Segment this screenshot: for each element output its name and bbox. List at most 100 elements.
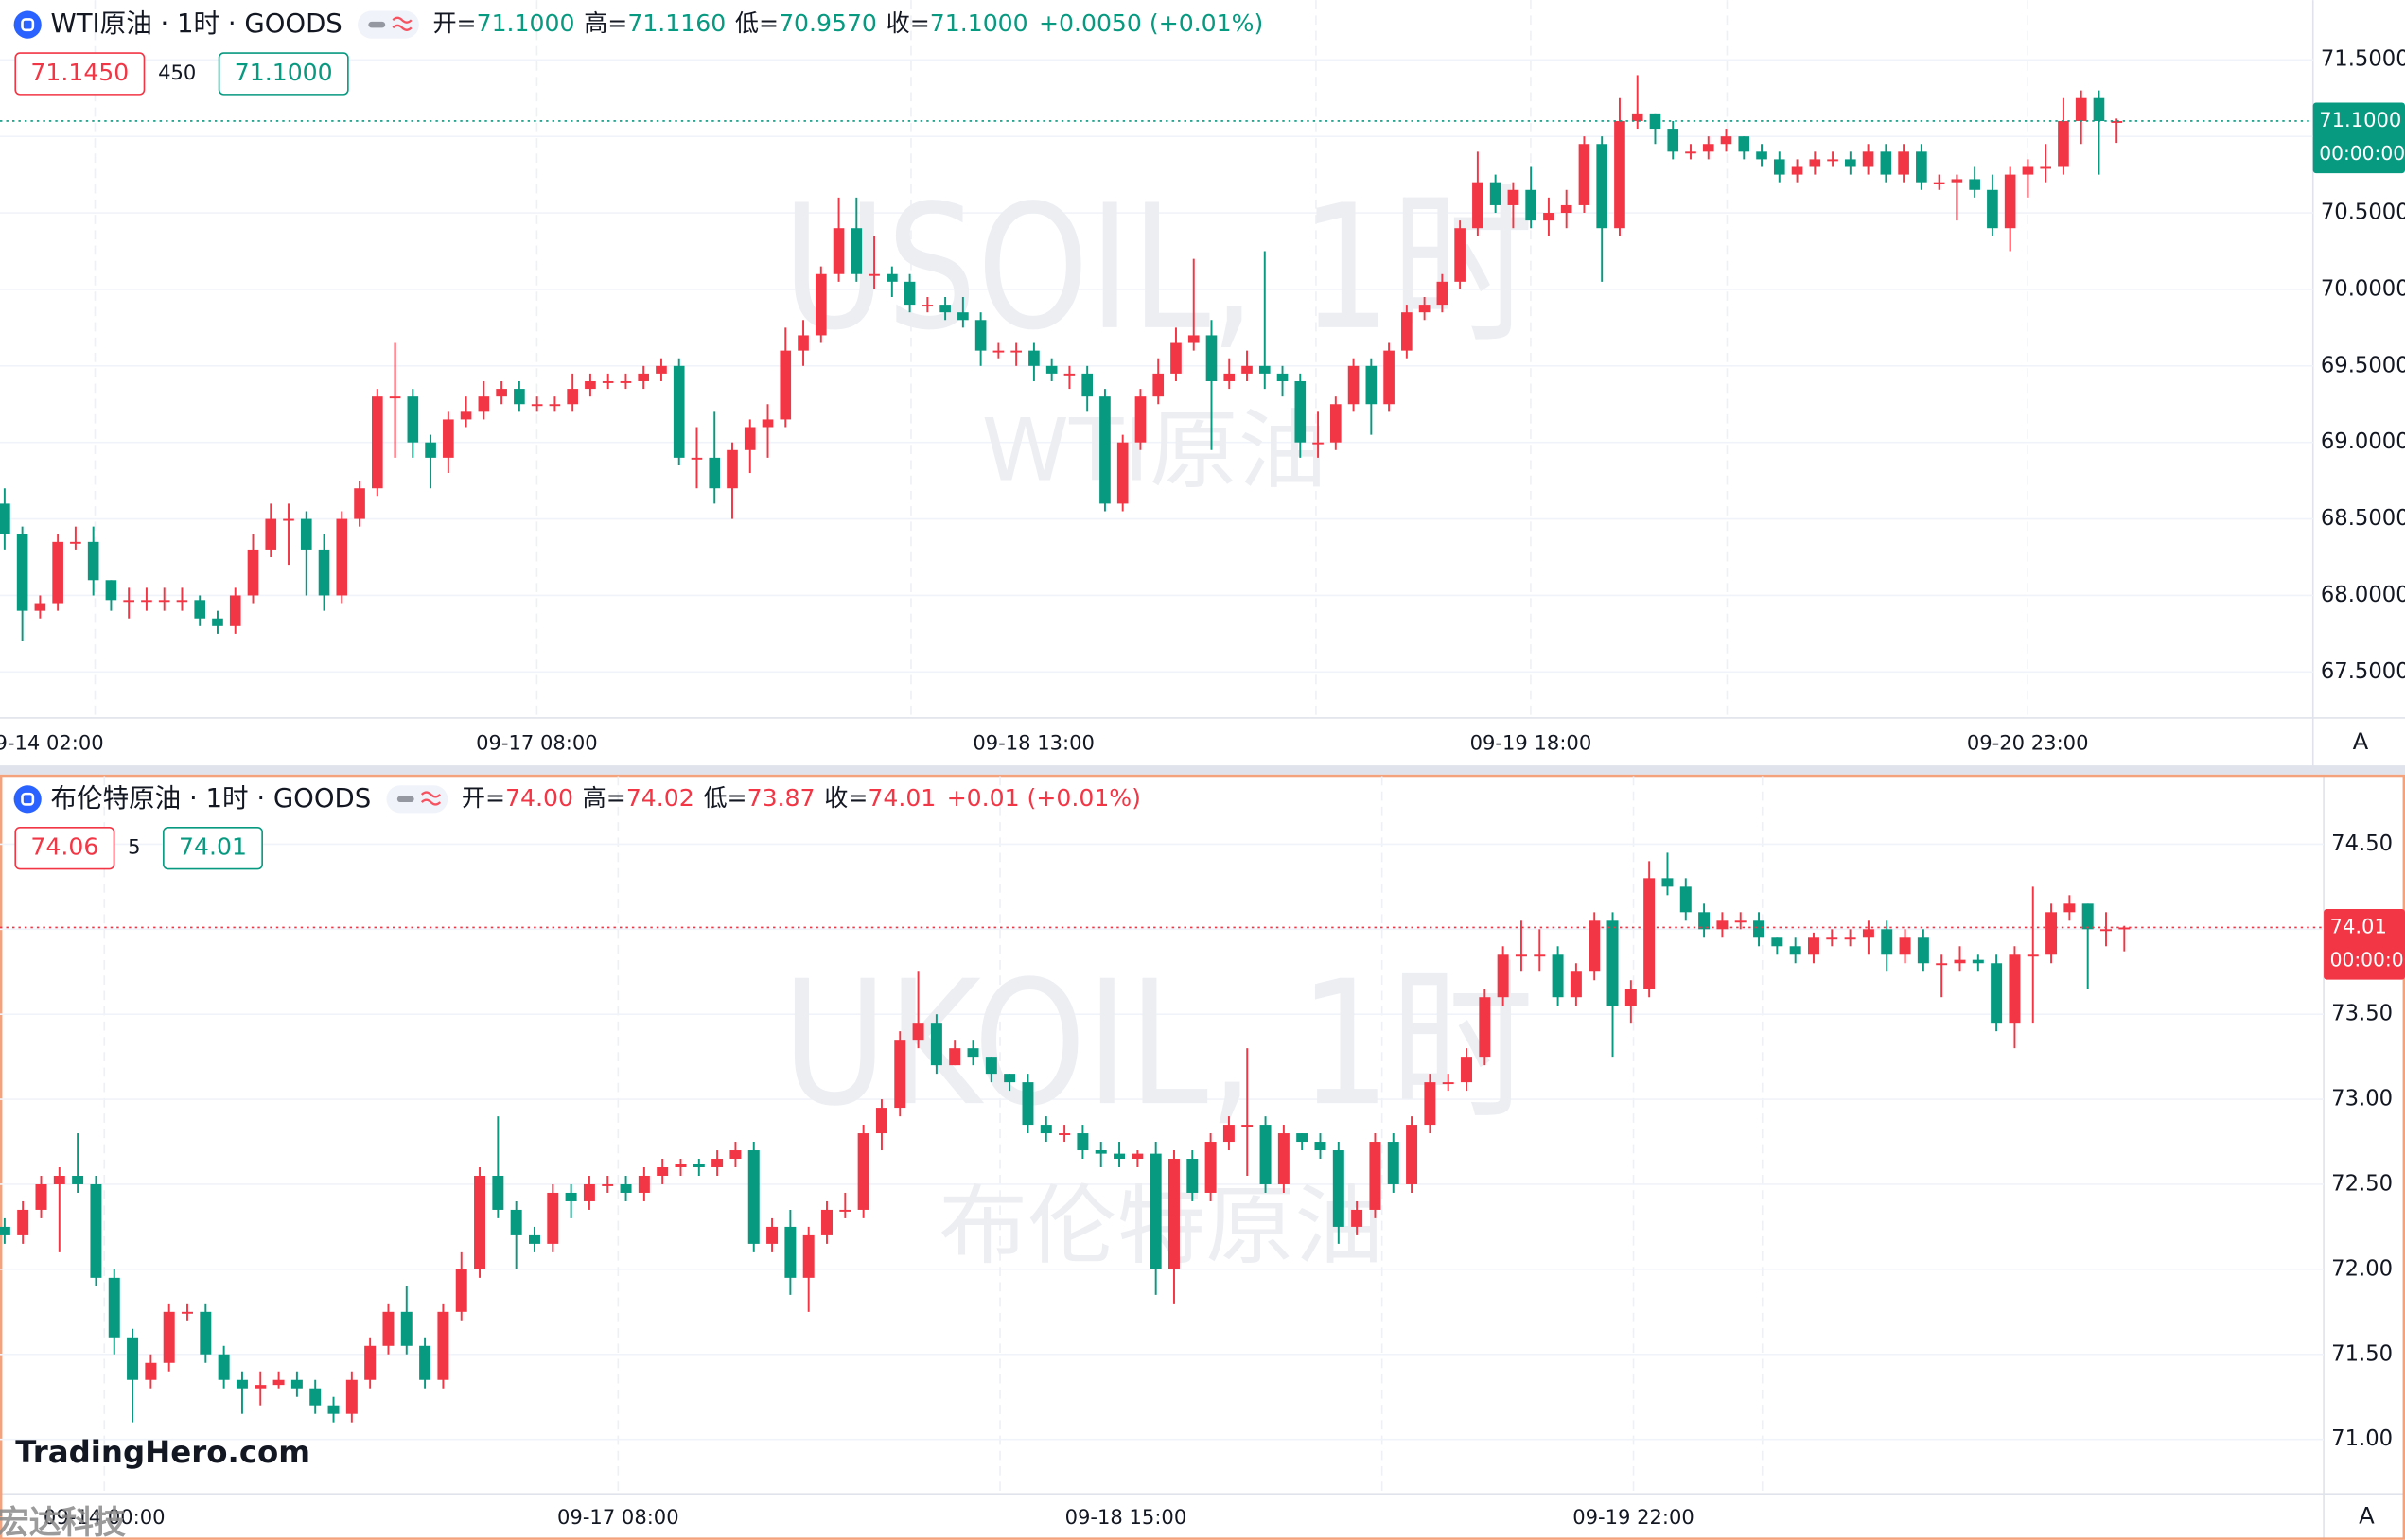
candle-body (957, 312, 969, 321)
candle-body (1312, 442, 1324, 445)
candle-body (300, 518, 312, 550)
candle-body (693, 1164, 705, 1167)
candle-body (1454, 228, 1466, 282)
candle-body (2045, 912, 2058, 955)
candle-body (1461, 1057, 1472, 1083)
candle-body (1095, 1150, 1107, 1154)
candle-body (1258, 365, 1271, 374)
bid-price: 74.06 (30, 833, 98, 861)
status-pill[interactable] (358, 10, 419, 39)
candle-body (382, 1311, 395, 1346)
candle-body (528, 1234, 540, 1244)
auto-scale-button[interactable]: A (2359, 1502, 2375, 1530)
candle-body (709, 457, 721, 489)
ohlc-value: 74.02 (626, 784, 694, 812)
candle-body (1560, 204, 1572, 214)
candle-body (2063, 903, 2076, 913)
ohlc-label: 开= (462, 784, 505, 812)
y-tick-label: 71.50 (2331, 1341, 2393, 1366)
candle-body (389, 396, 401, 399)
change-value: +0.01 (+0.01%) (947, 784, 1141, 812)
candle-body (2100, 929, 2112, 932)
y-tick-label: 70.0000 (2321, 276, 2405, 301)
candle-body (2075, 97, 2087, 121)
candle-body (691, 457, 703, 460)
ohlc-value: 71.1000 (930, 9, 1028, 37)
candle-body (1807, 937, 1819, 955)
watermark: UKOIL, 1时 (782, 943, 1534, 1144)
candle-body (1170, 342, 1182, 374)
active-pane-border (0, 774, 2405, 1540)
ohlc-label: 低= (703, 784, 746, 812)
y-tick-label: 73.50 (2331, 1002, 2393, 1026)
candle-body (1614, 120, 1625, 229)
candle-body (1489, 182, 1501, 205)
ohlc-label: 收= (824, 784, 868, 812)
candle-body (1223, 373, 1236, 381)
candle-body (437, 1311, 449, 1380)
candle-body (336, 518, 348, 596)
x-tick-label: 09-19 22:00 (1572, 1505, 1694, 1529)
candle-body (1844, 937, 1856, 940)
candle-body (182, 1311, 193, 1314)
candle-body (1789, 946, 1801, 955)
candle-body (364, 1345, 377, 1380)
y-tick-label: 69.0000 (2321, 429, 2405, 454)
candle-body (1436, 281, 1448, 306)
candle-body (565, 1192, 577, 1201)
candle-body (2118, 927, 2131, 930)
candle-body (1525, 189, 1536, 221)
candle-body (1259, 1125, 1272, 1184)
candle-body (1898, 151, 1909, 175)
candle-body (583, 1183, 595, 1201)
candle-body (1589, 920, 1601, 972)
y-tick-label: 69.5000 (2321, 353, 2405, 377)
candle-body (1899, 937, 1911, 955)
candle-body (158, 600, 170, 603)
candle-body (443, 419, 454, 458)
candle-body (1296, 1133, 1308, 1143)
candle-body (2009, 954, 2021, 1024)
candle-body (620, 1183, 632, 1193)
candle-body (1570, 971, 1582, 998)
candle-body (1862, 151, 1874, 167)
y-tick-label: 71.00 (2331, 1426, 2393, 1451)
candle-body (839, 1209, 851, 1212)
y-tick-label: 72.50 (2331, 1171, 2393, 1196)
ohlc-value: 71.1000 (477, 9, 575, 37)
ask-price: 71.1000 (235, 59, 333, 86)
candle-body (218, 1354, 230, 1380)
candle-body (1387, 1142, 1399, 1184)
candle-body (1099, 396, 1111, 504)
y-tick-label: 73.00 (2331, 1087, 2393, 1111)
status-pill[interactable] (386, 785, 448, 814)
candle-body (1063, 373, 1076, 376)
candle-body (974, 320, 987, 351)
candle-body (784, 1226, 797, 1278)
candle-body (638, 1175, 650, 1193)
candle-body (1347, 365, 1360, 405)
change-value: +0.0050 (+0.01%) (1039, 9, 1263, 37)
status-wave (420, 791, 442, 806)
candle-body (729, 1150, 742, 1160)
candle-body (549, 404, 561, 407)
candle-body (673, 365, 685, 458)
candle-body (1479, 997, 1491, 1058)
candle-body (1969, 179, 1980, 190)
candle-body (1791, 166, 1803, 175)
candle-body (657, 1166, 669, 1176)
chart-title: WTI原油 · 1时 · GOODS (50, 9, 342, 39)
ohlc-legend: 开=71.1000 高=71.1160 低=70.9570 收=71.1000 +0.0… (432, 9, 1263, 37)
candle-body (87, 541, 99, 581)
candle-body (1881, 929, 1893, 955)
candle-body (127, 1337, 139, 1380)
candle-body (1152, 373, 1165, 397)
candle-body (229, 595, 241, 626)
candle-body (2004, 174, 2016, 229)
candle-body (510, 1209, 522, 1235)
watermark-sub: WTI原油 (982, 401, 1327, 500)
auto-scale-button[interactable]: A (2353, 727, 2369, 755)
ask-price: 74.01 (179, 833, 247, 861)
candle-body (1241, 365, 1253, 374)
candle-body (1631, 113, 1643, 121)
